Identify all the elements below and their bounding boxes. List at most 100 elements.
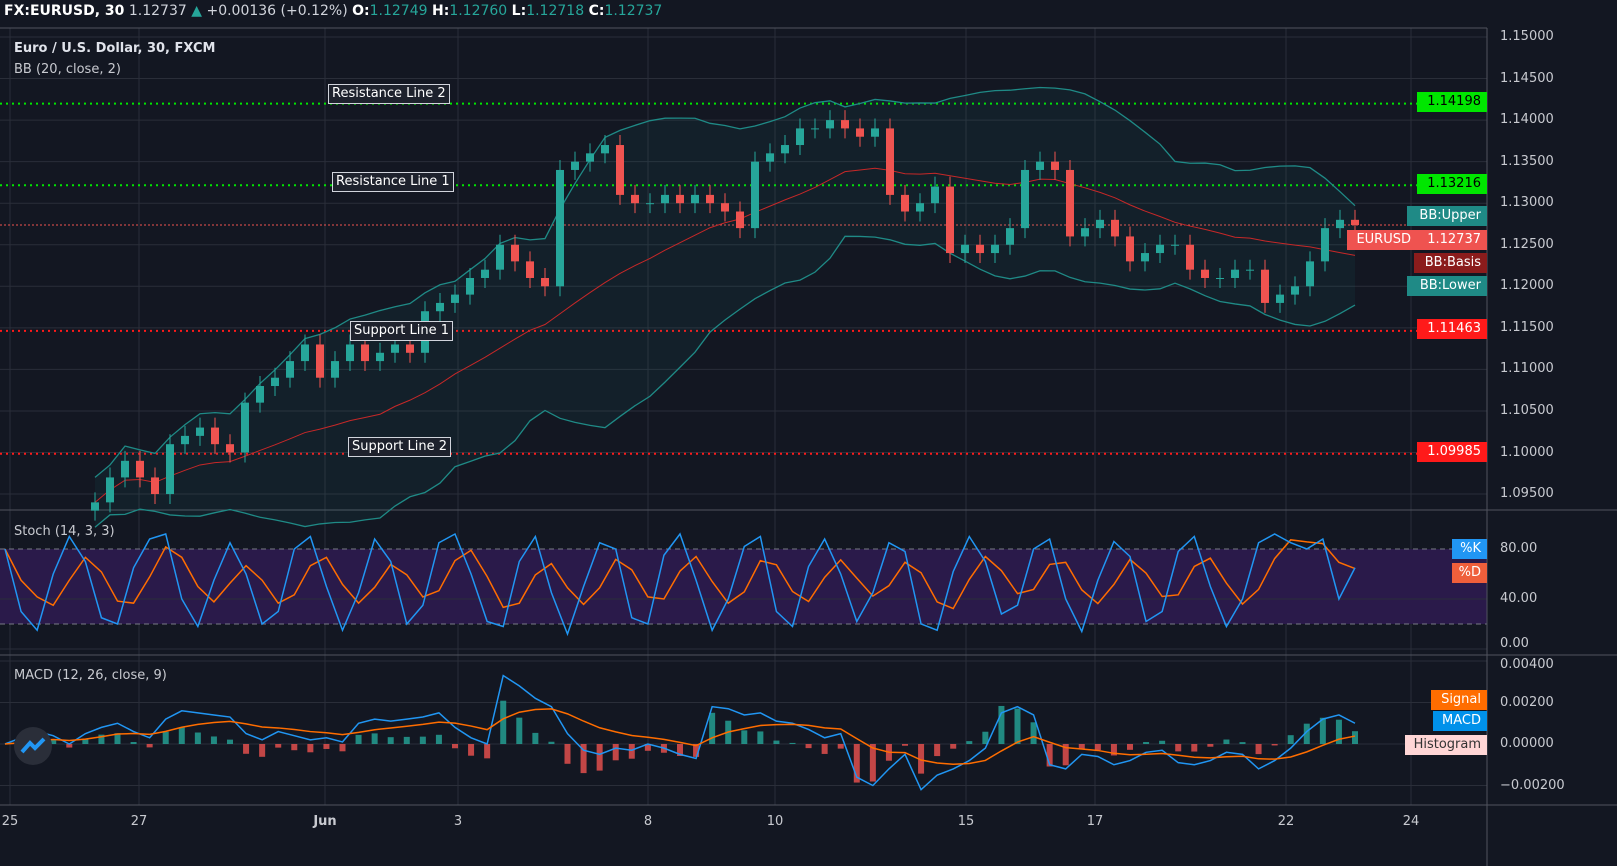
histogram-bar: [387, 737, 394, 744]
candle-body: [256, 386, 264, 403]
histogram-bar: [1271, 744, 1278, 746]
candle-body: [541, 277, 549, 287]
support-2-price-tag: 1.09985: [1417, 442, 1487, 462]
histogram-bar: [966, 741, 973, 744]
support-line-2-label[interactable]: Support Line 2: [348, 437, 452, 457]
price-tick-label: 1.14500: [1500, 70, 1554, 86]
price-tick-label: 1.13500: [1500, 153, 1554, 169]
date-tick-label: 17: [1086, 814, 1104, 829]
stoch-tick-label: 80.00: [1500, 541, 1538, 556]
histogram-bar: [837, 744, 844, 749]
candle-body: [661, 194, 669, 204]
candle-body: [316, 344, 324, 378]
support-line-1-label[interactable]: Support Line 1: [350, 321, 454, 341]
histogram-bar: [146, 744, 153, 748]
candle-body: [271, 377, 279, 387]
candle-body: [121, 460, 129, 478]
candle-body: [1066, 169, 1074, 237]
open-label: O:: [352, 3, 370, 19]
histogram-bar: [1046, 744, 1053, 767]
candle-body: [826, 120, 834, 129]
candle-body: [1216, 277, 1224, 279]
resistance-line-2-label[interactable]: Resistance Line 2: [328, 84, 450, 104]
candle-body: [1336, 219, 1344, 229]
resistance-line-1-label[interactable]: Resistance Line 1: [332, 172, 454, 192]
candle-body: [616, 145, 624, 195]
price-tick-label: 1.10000: [1500, 444, 1554, 460]
open-value: 1.12749: [369, 3, 428, 19]
histogram-bar: [677, 744, 683, 756]
histogram-bar: [98, 734, 105, 744]
histogram-bar: [918, 744, 925, 774]
candle-body: [946, 186, 954, 254]
candle-body: [1186, 244, 1194, 270]
candle-body: [106, 477, 114, 503]
candle-body: [916, 203, 924, 212]
candle-body: [781, 145, 789, 154]
candle-body: [811, 128, 819, 130]
candle-body: [1261, 269, 1269, 303]
candle-body: [676, 194, 684, 204]
date-tick-label: 8: [643, 814, 653, 829]
candle-body: [1141, 253, 1149, 262]
histogram-bar: [1303, 723, 1310, 744]
histogram-bar: [1319, 717, 1326, 744]
macd-tick-label: −0.00200: [1500, 777, 1565, 793]
signal-tag: Signal: [1431, 690, 1487, 710]
tradingview-logo-icon[interactable]: [14, 727, 52, 765]
histogram-bar: [564, 744, 571, 764]
stoch-legend[interactable]: Stoch (14, 3, 3): [14, 524, 115, 539]
candle-body: [1006, 228, 1014, 245]
stoch-tick-label: 0.00: [1500, 636, 1529, 651]
histogram-bar: [1078, 744, 1085, 750]
candle-body: [601, 145, 609, 154]
histogram-bar: [1159, 740, 1166, 744]
histogram-bar: [130, 742, 137, 744]
candle-body: [586, 153, 594, 162]
price-tick-label: 1.12500: [1500, 236, 1554, 252]
histogram-bar: [982, 731, 989, 744]
d-tag: %D: [1452, 563, 1487, 583]
candle-body: [961, 244, 969, 254]
resistance-1-price-tag: 1.13216: [1417, 174, 1487, 194]
candle-body: [391, 344, 399, 353]
stoch-k-line: [4, 532, 1356, 637]
histogram-bar: [291, 744, 298, 751]
macd-tick-label: 0.00000: [1500, 736, 1554, 751]
close-label: C:: [588, 3, 605, 19]
histogram-bar: [821, 744, 828, 754]
histogram-bar: [1335, 719, 1342, 744]
price-tick-label: 1.11500: [1500, 319, 1554, 335]
price-tick-label: 1.13000: [1500, 195, 1554, 211]
macd-legend[interactable]: MACD (12, 26, close, 9): [14, 668, 167, 683]
histogram-bar: [934, 744, 941, 757]
histogram-bar: [468, 744, 475, 756]
low-value: 1.12718: [526, 3, 585, 19]
histogram-bar: [950, 744, 957, 749]
histogram-bar: [403, 736, 410, 744]
histogram-bar: [339, 744, 346, 752]
series-title[interactable]: Euro / U.S. Dollar, 30, FXCM: [14, 41, 216, 56]
histogram-bar: [1062, 744, 1069, 766]
histogram-bar: [1352, 731, 1358, 744]
histogram-bar: [371, 733, 378, 744]
histogram-bar: [789, 742, 796, 744]
date-tick-label: 24: [1402, 814, 1420, 829]
bb-basis-tag: BB:Basis: [1414, 253, 1487, 273]
candle-body: [1171, 244, 1179, 246]
candle-body: [766, 153, 774, 162]
histogram-bar: [853, 744, 860, 783]
last-price: 1.12737: [128, 3, 187, 19]
signal-line: [4, 708, 1356, 765]
candle-body: [496, 244, 504, 270]
histogram-bar: [516, 717, 523, 744]
resistance-2-price-tag: 1.14198: [1417, 92, 1487, 112]
candle-body: [991, 244, 999, 254]
candle-body: [181, 435, 189, 445]
price-tick-label: 1.12000: [1500, 278, 1554, 294]
histogram-bar: [1110, 744, 1117, 756]
bb-legend[interactable]: BB (20, close, 2): [14, 62, 121, 77]
price-tick-label: 1.14000: [1500, 112, 1554, 128]
histogram-bar: [548, 741, 555, 744]
